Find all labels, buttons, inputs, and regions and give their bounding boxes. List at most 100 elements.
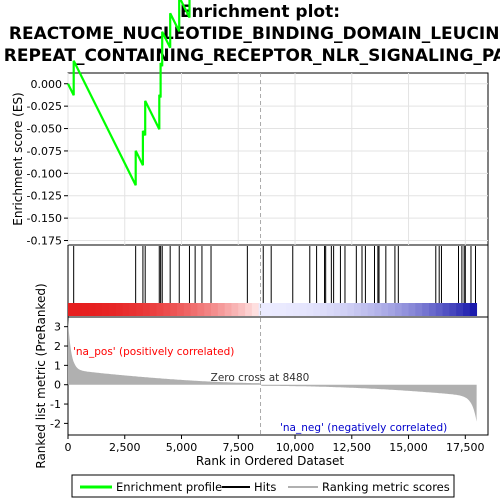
chart-title-line-2: REACTOME_NUCLEOTIDE_BINDING_DOMAIN_LEUCI… xyxy=(9,24,500,44)
rank-color-segment xyxy=(183,303,191,316)
rank-color-segment xyxy=(408,303,416,316)
negative-correlation-label: 'na_neg' (negatively correlated) xyxy=(280,422,447,434)
es-y-tick-label: 0.000 xyxy=(31,78,63,91)
rank-color-segment xyxy=(381,303,389,316)
x-tick-label: 7,500 xyxy=(223,441,255,454)
es-y-tick-label: -0.050 xyxy=(27,123,62,136)
rank-color-segment xyxy=(224,303,232,316)
rank-color-segment xyxy=(68,303,76,316)
x-axis: 0 2,500 5,000 7,500 10,000 12,500 15,000 17,500 xyxy=(65,435,485,454)
rank-color-segment xyxy=(238,303,246,316)
x-tick-label: 5,000 xyxy=(166,441,198,454)
rank-y-tick-label: 1 xyxy=(54,359,61,372)
ranking-metric-area xyxy=(68,319,477,422)
rank-color-segment xyxy=(388,303,396,316)
legend-hits-label: Hits xyxy=(254,480,276,494)
rank-color-segment xyxy=(231,303,239,316)
rank-color-segment xyxy=(176,303,185,316)
x-tick-label: 17,500 xyxy=(446,441,485,454)
rank-color-segment xyxy=(81,303,89,316)
es-y-axis: 0.000 -0.025 -0.050 -0.075 -0.100 -0.125 -0.15… xyxy=(27,78,68,248)
rank-color-segment xyxy=(190,303,198,316)
rank-color-segment xyxy=(340,303,348,316)
es-grid xyxy=(67,73,488,245)
rank-y-tick-label: -2 xyxy=(50,417,61,430)
rank-color-segment xyxy=(469,303,478,316)
rank-color-segment xyxy=(258,303,266,316)
rank-y-axis-label: Ranked list metric (PreRanked) xyxy=(34,283,48,468)
rank-color-segment xyxy=(149,303,157,316)
rank-color-segment xyxy=(251,303,260,316)
es-y-axis-label: Enrichment score (ES) xyxy=(11,92,25,225)
rank-y-tick-label: 3 xyxy=(54,321,61,334)
rank-color-segment xyxy=(197,303,205,316)
rank-color-segment xyxy=(279,303,287,316)
rank-y-axis: 3 2 1 0 -1 -2 xyxy=(50,321,68,430)
legend-box xyxy=(71,474,455,498)
es-y-tick-label: -0.075 xyxy=(27,145,62,158)
enrichment-profile-line xyxy=(67,0,191,186)
rank-color-segment xyxy=(122,303,130,316)
hits-marks xyxy=(73,246,477,305)
rank-y-tick-label: 0 xyxy=(54,379,61,392)
rank-color-segment xyxy=(217,303,226,316)
x-tick-label: 2,500 xyxy=(109,441,141,454)
rank-color-segment xyxy=(449,303,457,316)
x-tick-label: 10,000 xyxy=(276,441,315,454)
rank-color-segment xyxy=(272,303,280,316)
rank-color-segment xyxy=(299,303,307,316)
es-y-tick-label: -0.025 xyxy=(27,100,62,113)
rank-color-bar xyxy=(68,303,478,316)
rank-color-segment xyxy=(142,303,151,316)
x-tick-label: 12,500 xyxy=(333,441,372,454)
rank-color-segment xyxy=(313,303,321,316)
rank-color-segment xyxy=(95,303,103,316)
rank-color-segment xyxy=(265,303,273,316)
es-panel-frame xyxy=(67,72,489,246)
rank-color-segment xyxy=(456,303,464,316)
positive-correlation-label: 'na_pos' (positively correlated) xyxy=(73,346,234,358)
rank-color-segment xyxy=(163,303,171,316)
rank-color-segment xyxy=(285,303,294,316)
rank-color-segment xyxy=(156,303,164,316)
legend-enrichment-label: Enrichment profile xyxy=(116,480,222,494)
rank-y-tick-label: 2 xyxy=(54,340,61,353)
rank-color-segment xyxy=(88,303,96,316)
rank-color-segment xyxy=(74,303,83,316)
legend-ranking-label: Ranking metric scores xyxy=(322,480,450,494)
rank-color-segment xyxy=(347,303,355,316)
es-y-tick-label: -0.100 xyxy=(27,167,62,180)
rank-color-segment xyxy=(435,303,443,316)
rank-color-segment xyxy=(463,303,471,316)
rank-color-segment xyxy=(129,303,137,316)
x-axis-label: Rank in Ordered Dataset xyxy=(196,454,344,468)
rank-color-segment xyxy=(320,303,328,316)
rank-color-segment xyxy=(374,303,382,316)
rank-color-segment xyxy=(245,303,253,316)
rank-color-segment xyxy=(204,303,212,316)
rank-color-segment xyxy=(401,303,409,316)
rank-color-segment xyxy=(394,303,403,316)
rank-color-segment xyxy=(170,303,178,316)
rank-color-segment xyxy=(367,303,375,316)
es-y-tick-label: -0.125 xyxy=(27,190,62,203)
x-tick-label: 0 xyxy=(65,441,72,454)
rank-color-segment xyxy=(442,303,450,316)
rank-color-segment xyxy=(415,303,423,316)
chart-title-line-1: Enrichment plot: xyxy=(180,2,340,22)
es-y-tick-label: -0.175 xyxy=(27,235,62,248)
rank-color-segment xyxy=(211,303,219,316)
es-y-tick-label: -0.150 xyxy=(27,212,62,225)
rank-color-segment xyxy=(306,303,314,316)
x-tick-label: 15,000 xyxy=(389,441,428,454)
rank-y-tick-label: -1 xyxy=(50,398,61,411)
rank-color-segment xyxy=(326,303,335,316)
rank-color-segment xyxy=(354,303,362,316)
rank-color-segment xyxy=(333,303,341,316)
rank-color-segment xyxy=(115,303,123,316)
zero-cross-label: Zero cross at 8480 xyxy=(211,372,310,384)
rank-color-segment xyxy=(360,303,369,316)
rank-color-segment xyxy=(428,303,437,316)
rank-color-segment xyxy=(422,303,430,316)
